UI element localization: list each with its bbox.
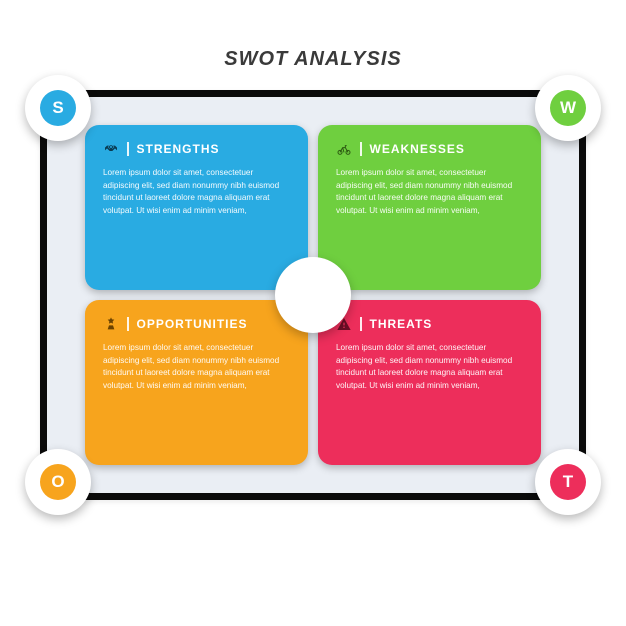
heading-threats: THREATS [370, 317, 433, 331]
badge-o-inner: O [40, 464, 76, 500]
star-person-icon [103, 316, 119, 332]
badge-s: S [25, 75, 91, 141]
heading-strengths: STRENGTHS [137, 142, 220, 156]
card-header-threats: THREATS [336, 316, 523, 332]
badge-s-letter: S [52, 98, 63, 118]
center-circle [275, 257, 351, 333]
badge-t-letter: T [563, 472, 573, 492]
body-opportunities: Lorem ipsum dolor sit amet, consectetuer… [103, 342, 290, 393]
card-strengths: STRENGTHS Lorem ipsum dolor sit amet, co… [85, 125, 308, 290]
badge-o-letter: O [51, 472, 64, 492]
badge-t: T [535, 449, 601, 515]
body-weaknesses: Lorem ipsum dolor sit amet, consectetuer… [336, 167, 523, 218]
card-header-strengths: STRENGTHS [103, 141, 290, 157]
card-weaknesses: WEAKNESSES Lorem ipsum dolor sit amet, c… [318, 125, 541, 290]
heading-opportunities: OPPORTUNITIES [137, 317, 248, 331]
badge-w-inner: W [550, 90, 586, 126]
handshake-icon [103, 141, 119, 157]
body-threats: Lorem ipsum dolor sit amet, consectetuer… [336, 342, 523, 393]
badge-s-inner: S [40, 90, 76, 126]
divider [360, 317, 362, 331]
card-header-opportunities: OPPORTUNITIES [103, 316, 290, 332]
bicycle-icon [336, 141, 352, 157]
heading-weaknesses: WEAKNESSES [370, 142, 465, 156]
badge-w-letter: W [560, 98, 576, 118]
card-header-weaknesses: WEAKNESSES [336, 141, 523, 157]
badge-w: W [535, 75, 601, 141]
body-strengths: Lorem ipsum dolor sit amet, consectetuer… [103, 167, 290, 218]
badge-o: O [25, 449, 91, 515]
swot-frame: STRENGTHS Lorem ipsum dolor sit amet, co… [40, 90, 586, 500]
page-title: SWOT ANALYSIS [0, 48, 626, 71]
card-opportunities: OPPORTUNITIES Lorem ipsum dolor sit amet… [85, 300, 308, 465]
divider [127, 317, 129, 331]
card-threats: THREATS Lorem ipsum dolor sit amet, cons… [318, 300, 541, 465]
divider [127, 142, 129, 156]
badge-t-inner: T [550, 464, 586, 500]
divider [360, 142, 362, 156]
